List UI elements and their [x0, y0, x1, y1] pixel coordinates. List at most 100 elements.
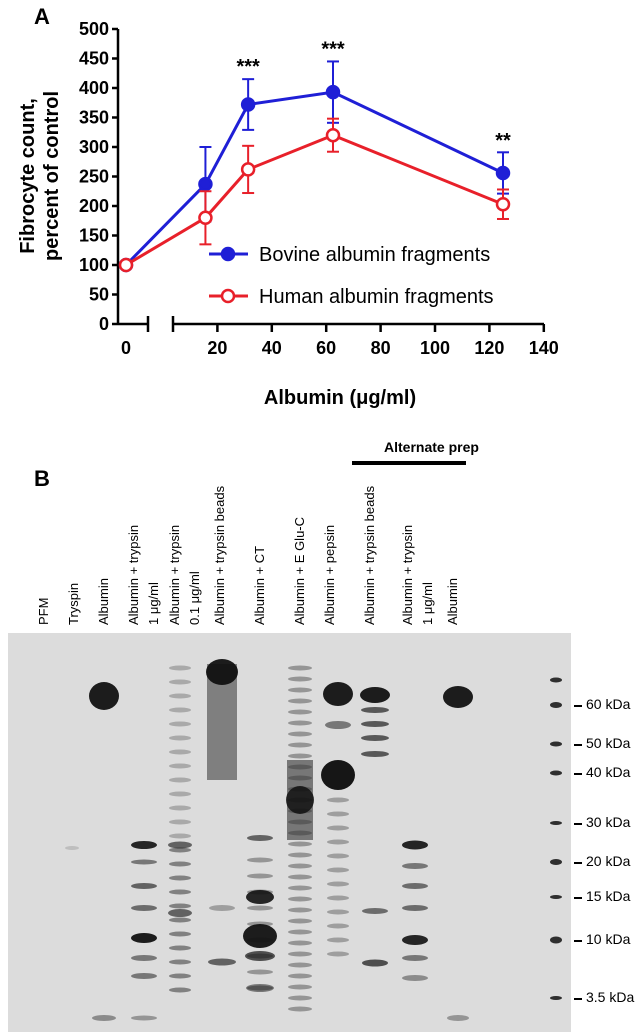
- gel-band: [323, 682, 353, 706]
- data-point: [198, 176, 213, 192]
- marker-size-label: 10 kDa: [586, 931, 631, 947]
- marker-size-label: 30 kDa: [586, 814, 631, 830]
- marker-tick: [574, 705, 582, 707]
- gel-band: [362, 959, 388, 967]
- x-tick-label: 80: [371, 338, 391, 358]
- gel-band: [247, 969, 273, 975]
- lane-label: Albumin + pepsin: [322, 524, 337, 625]
- panel-a-letter: A: [34, 4, 50, 29]
- gel-band: [131, 973, 157, 979]
- gel-band: [65, 846, 79, 850]
- gel-band: [169, 693, 191, 699]
- gel-band: [288, 742, 312, 748]
- gel-band: [402, 905, 428, 911]
- lane-label: Albumin + trypsin: [167, 524, 182, 625]
- y-tick-label: 500: [79, 19, 109, 39]
- lane-label: Albumin: [96, 578, 111, 625]
- fibrocyte-line-chart: 0 50 100 150 200 250 300 350 400 450 500 0 20 40 60 80 1…: [17, 19, 559, 409]
- x-axis-label: Albumin (μg/ml): [264, 387, 416, 409]
- data-point: [240, 162, 256, 177]
- gel-band: [131, 883, 157, 889]
- gel-band: [447, 1015, 469, 1021]
- gel-band: [327, 951, 349, 957]
- gel-band: [288, 665, 312, 671]
- y-tick-label: 400: [79, 78, 109, 98]
- gel-band: [288, 885, 312, 891]
- gel-band: [247, 985, 273, 991]
- gel-band: [402, 935, 428, 945]
- legend-label: Bovine albumin fragments: [259, 244, 490, 266]
- gel-band: [246, 984, 274, 992]
- gel-band: [243, 924, 277, 948]
- y-axis-label: percent of control: [41, 91, 63, 261]
- y-tick-label: 200: [79, 196, 109, 216]
- x-tick-label: 0: [121, 338, 131, 358]
- gel-band: [362, 908, 388, 914]
- alternate-prep-bar: [352, 461, 466, 465]
- lane-label: Tryspin: [66, 582, 81, 625]
- gel-band: [327, 895, 349, 901]
- gel-band: [402, 883, 428, 889]
- gel-band: [361, 721, 389, 727]
- significance-annotation: ***: [236, 56, 260, 78]
- gel-band: [247, 857, 273, 863]
- gel-band: [360, 687, 390, 703]
- gel-band: [443, 686, 473, 708]
- data-point: [325, 84, 341, 100]
- gel-band: [169, 735, 191, 741]
- data-point: [118, 257, 134, 273]
- gel-band: [288, 962, 312, 968]
- marker-tick: [574, 940, 582, 942]
- gel-band: [288, 841, 312, 847]
- lane-label-concentration: 1 μg/ml: [146, 582, 161, 625]
- lane-label: Albumin + CT: [252, 545, 267, 625]
- gel-band: [131, 841, 157, 849]
- gel-band: [247, 921, 273, 927]
- data-point: [495, 196, 511, 212]
- gel-band: [206, 659, 238, 685]
- gel-band: [288, 720, 312, 726]
- gel-band: [325, 721, 351, 729]
- gel-band: [402, 863, 428, 869]
- y-axis-label: Fibrocyte count,: [17, 98, 39, 254]
- gel-band: [288, 973, 312, 979]
- legend-marker: [220, 288, 236, 304]
- gel-band: [327, 923, 349, 929]
- gel-band: [131, 859, 157, 865]
- gel-band: [247, 873, 273, 879]
- gel-band: [288, 984, 312, 990]
- gel-band: [288, 940, 312, 946]
- gel-band: [402, 955, 428, 961]
- lane-label: Albumin + trypsin: [126, 524, 141, 625]
- gel-band: [169, 805, 191, 811]
- gel-band: [288, 874, 312, 880]
- gel-band: [288, 1006, 312, 1012]
- gel-band: [169, 707, 191, 713]
- gel-band: [131, 1015, 157, 1021]
- gel-band: [327, 825, 349, 831]
- data-point: [325, 127, 341, 143]
- x-tick-label: 60: [316, 338, 336, 358]
- gel-band: [169, 763, 191, 769]
- gel-band: [288, 907, 312, 913]
- gel-band: [327, 937, 349, 943]
- gel-band: [169, 889, 191, 895]
- gel-band: [550, 741, 562, 747]
- gel-band: [288, 995, 312, 1001]
- y-tick-label: 250: [79, 167, 109, 187]
- marker-tick: [574, 744, 582, 746]
- y-tick-label: 350: [79, 108, 109, 128]
- gel-band: [89, 682, 119, 710]
- gel-band: [131, 933, 157, 943]
- gel-band: [327, 867, 349, 873]
- lane-label: Albumin + trypsin beads: [362, 485, 377, 625]
- gel-band: [169, 665, 191, 671]
- gel-band: [245, 951, 275, 961]
- gel-band: [169, 917, 191, 923]
- marker-size-label: 3.5 kDa: [586, 989, 635, 1005]
- gel-band: [288, 753, 312, 759]
- gel-band: [208, 958, 236, 966]
- marker-size-label: 20 kDa: [586, 853, 631, 869]
- gel-band: [169, 833, 191, 839]
- lane-label-concentration: 1 μg/ml: [420, 582, 435, 625]
